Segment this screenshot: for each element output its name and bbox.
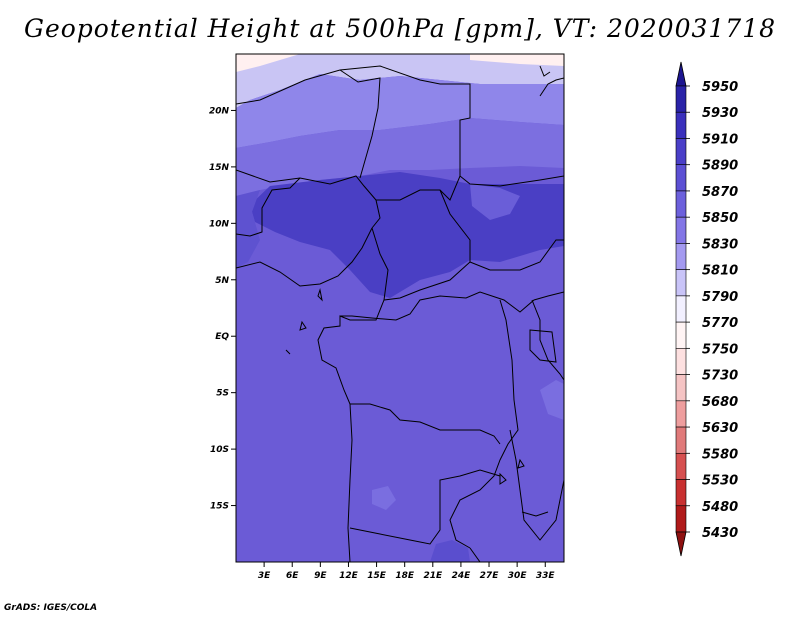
map-plot-area: [236, 54, 564, 562]
colorbar-bottom-arrow: [675, 531, 687, 557]
lon-tick-label: 12E: [339, 571, 359, 581]
colorbar-label: 5530: [702, 474, 738, 489]
lon-tick-label: 21E: [423, 571, 443, 581]
lon-tick-label: 24E: [452, 571, 472, 581]
lat-tick-label: 15N: [209, 163, 230, 173]
colorbar-swatch: [675, 295, 687, 323]
colorbar-label: 5830: [702, 237, 738, 252]
colorbar-label: 5890: [702, 159, 738, 174]
height-contour-mid-band: [236, 118, 564, 196]
lon-tick-label: 33E: [536, 571, 556, 581]
colorbar-label: 5850: [702, 211, 738, 226]
colorbar-label: 5790: [702, 290, 738, 305]
colorbar-swatch: [675, 505, 687, 533]
colorbar-swatch: [675, 321, 687, 349]
latitude-axis: 20N 15N 10N 5N EQ 5S 10S 15S: [209, 106, 236, 512]
colorbar-swatch: [675, 400, 687, 428]
lon-tick-label: 3E: [258, 571, 271, 581]
lon-tick-label: 30E: [508, 571, 528, 581]
lat-tick-label: 10N: [209, 219, 230, 229]
colorbar-top-arrow: [675, 61, 687, 87]
colorbar-swatch: [675, 452, 687, 480]
colorbar-label: 5730: [702, 369, 738, 384]
height-contour-north-band: [236, 54, 564, 108]
height-contour-top-edge: [236, 54, 564, 72]
colorbar-label: 5430: [702, 526, 738, 541]
colorbar-label: 5810: [702, 264, 738, 279]
colorbar-label: 5870: [702, 185, 738, 200]
lat-tick-label: 5N: [215, 276, 229, 286]
colorbar-swatch: [675, 348, 687, 375]
lat-tick-label: EQ: [215, 332, 229, 342]
lat-tick-label: 5S: [216, 389, 229, 399]
colorbar-swatch: [675, 138, 687, 166]
chart-title: Geopotential Height at 500hPa [gpm], VT:…: [23, 14, 777, 43]
colorbar-label: 5580: [702, 447, 738, 462]
colorbar: 5950 5930 5910 5890 5870 5850 5830 5810 5790 5770…: [675, 61, 738, 557]
lat-tick-label: 10S: [210, 445, 229, 455]
lat-tick-label: 15S: [210, 502, 229, 512]
colorbar-label: 5750: [702, 342, 738, 357]
colorbar-label: 5630: [702, 421, 738, 436]
colorbar-swatch: [675, 190, 687, 218]
lon-tick-label: 6E: [286, 571, 299, 581]
lon-tick-label: 9E: [314, 571, 327, 581]
colorbar-swatch: [675, 85, 687, 113]
height-contour-south-patch: [372, 486, 396, 510]
lon-tick-label: 18E: [395, 571, 415, 581]
longitude-axis: 3E 6E 9E 12E 15E 18E 21E 24E 27E 30E 33E: [258, 562, 556, 581]
colorbar-swatch: [675, 164, 687, 192]
height-contour-right-patch: [540, 380, 564, 420]
colorbar-swatch: [675, 111, 687, 139]
colorbar-swatch: [675, 269, 687, 297]
colorbar-swatch: [675, 243, 687, 270]
height-contour-bottom-patch: [430, 540, 470, 562]
colorbar-label: 5680: [702, 395, 738, 410]
height-contour-east-patch: [470, 184, 520, 220]
colorbar-label: 5950: [702, 80, 738, 95]
colorbar-label: 5910: [702, 132, 738, 147]
lon-tick-label: 27E: [480, 571, 500, 581]
map-frame: [235, 53, 565, 563]
lat-tick-label: 20N: [209, 106, 230, 116]
colorbar-label: 5770: [702, 316, 738, 331]
country-borders: [236, 65, 564, 562]
colorbar-swatch: [675, 479, 687, 507]
colorbar-label: 5480: [702, 500, 738, 515]
lon-tick-label: 15E: [367, 571, 387, 581]
credit-label: GrADS: IGES/COLA: [4, 603, 98, 613]
colorbar-swatch: [675, 216, 687, 244]
height-contour-west-patch: [236, 190, 260, 268]
height-contour-sahara-band: [236, 74, 564, 148]
colorbar-label: 5930: [702, 106, 738, 121]
colorbar-swatch: [675, 374, 687, 402]
colorbar-swatch: [675, 426, 687, 454]
